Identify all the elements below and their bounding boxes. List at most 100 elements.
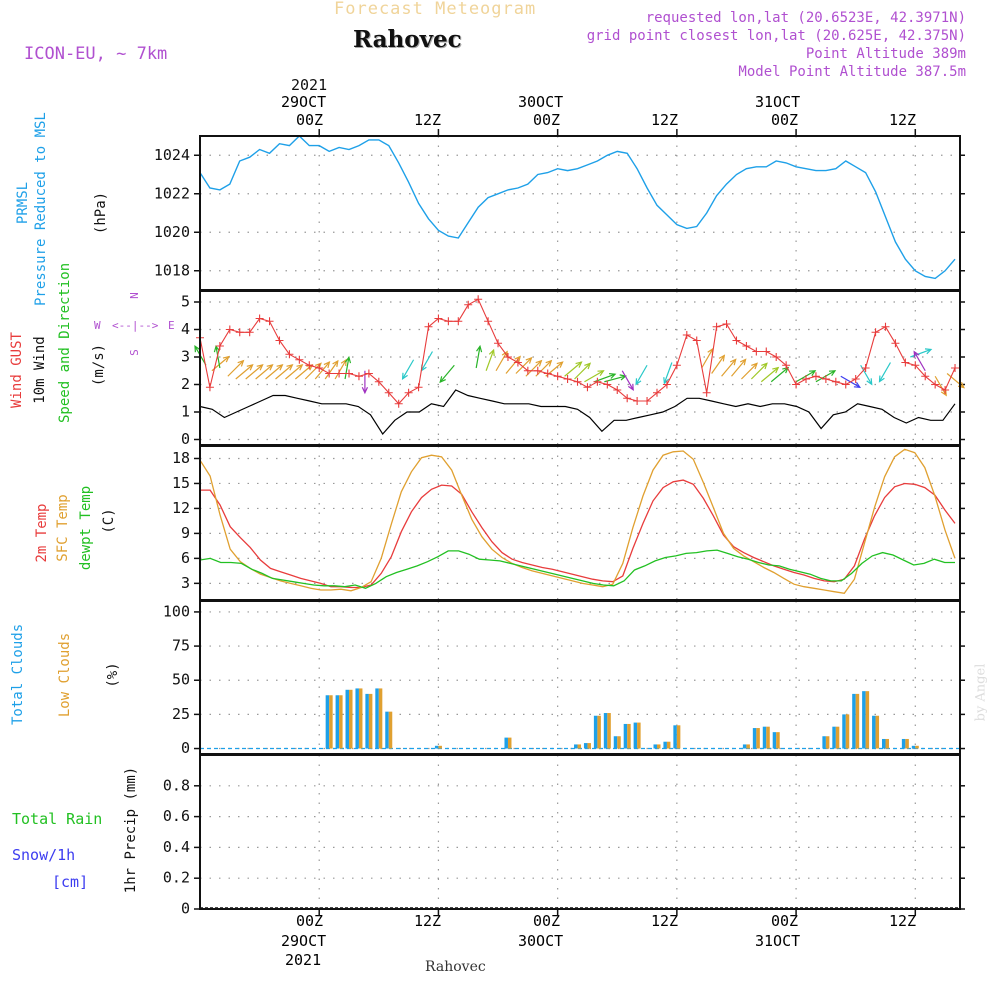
cloud-total-bar [842, 714, 846, 749]
wind-gust-point [394, 399, 403, 408]
cloud-total-bar [385, 711, 389, 749]
wind-gust-point [652, 388, 661, 397]
wind-arrow-head [878, 375, 885, 383]
cloud-low-bar [577, 744, 582, 749]
wind-arrow [275, 364, 293, 380]
cloud-total-bar [623, 723, 628, 749]
bottom-hour-00z: 00Z [296, 912, 324, 930]
wind-arrow-head [627, 383, 634, 392]
cloud-low-bar [637, 722, 641, 749]
wind-gust-point [404, 388, 413, 397]
y-tick-label: 2 [181, 375, 190, 393]
wind-gust-point [583, 383, 592, 392]
cloud-total-bar [772, 732, 777, 749]
cloud-low-bar [825, 736, 830, 749]
top-hour-12z: 12Z [889, 111, 917, 129]
wind-gust-point [543, 369, 552, 378]
cloud-low-bar [915, 745, 919, 749]
cloud-low-bar [368, 693, 373, 749]
wind-gust-point [692, 336, 701, 345]
wind-gust-point [464, 300, 473, 309]
wind-arrow-head [940, 389, 947, 397]
wind-gust-point [802, 375, 811, 383]
wind-arrow [701, 348, 714, 369]
y-tick-label: 75 [172, 637, 190, 655]
top-hour-12z: 12Z [651, 111, 679, 129]
wind-arrow-head [718, 354, 726, 362]
y-tick-label: 0.6 [163, 807, 190, 825]
wind-gust-point [921, 372, 930, 381]
wind-gust-point [523, 366, 532, 375]
panel-frame [199, 135, 961, 291]
wind-arrow-head [556, 361, 564, 368]
precip-rain-label: Total Rain [12, 810, 103, 828]
wind-arrow [711, 355, 725, 374]
cloud-total-bar [911, 745, 916, 749]
bottom-date-31oct: 31OCT [755, 932, 801, 950]
cloud-low-bar [776, 732, 780, 749]
wind-arrow [265, 364, 283, 380]
cloud-total-bar [881, 738, 886, 749]
wind-gust-point [722, 320, 731, 328]
cloud-total-bar [673, 725, 677, 749]
precip-snow-label: Snow/1h [12, 846, 76, 864]
wind-gust-point [762, 347, 771, 356]
cloud-low-bar [676, 725, 681, 749]
wind-gust-point [285, 350, 294, 359]
wind-gust-point [573, 377, 582, 386]
cloud-total-bar [822, 736, 826, 749]
wind-gust-point [265, 317, 274, 326]
wind-gust-line [199, 298, 956, 405]
cloud-total-bar [574, 744, 578, 749]
wind-arrow [344, 357, 350, 380]
wind-arrow [574, 363, 591, 380]
top-date-31oct: 31OCT [755, 93, 801, 111]
wind-gust-point [494, 339, 503, 348]
compass-e: E [168, 319, 175, 332]
wind-arrow-head [782, 366, 790, 374]
wind-arrow [245, 364, 263, 380]
wind-arrow-head [545, 359, 553, 367]
point-altitude: Point Altitude 389m [805, 46, 966, 62]
wind-gust-point [911, 361, 920, 370]
wind-arrow [227, 360, 244, 377]
wind-gust-point [881, 322, 890, 331]
wind-arrow [420, 351, 433, 371]
wind-gust-point [643, 397, 652, 405]
wind-arrow [475, 346, 481, 369]
cloud-total-bar [872, 715, 876, 749]
cloud-total-bar [504, 737, 508, 749]
footer-location: Rahovec [425, 959, 486, 975]
y-tick-label: 18 [172, 449, 190, 467]
wind-gust-point [672, 361, 681, 370]
wind-arrow [635, 364, 648, 385]
bottom-hour-12z: 12Z [414, 912, 442, 930]
y-tick-label: 1022 [154, 184, 190, 202]
wind-gust-point [474, 295, 483, 304]
wind-arrow [913, 351, 926, 372]
wind-gust-point [414, 383, 423, 392]
wind-arrow-head [361, 387, 369, 395]
model-altitude: Model Point Altitude 387.5m [738, 64, 966, 80]
y-tick-label: 12 [172, 499, 190, 517]
cloud-low-bar [885, 738, 889, 749]
wind-arrow-head [476, 344, 483, 353]
cloud-low-bar [388, 711, 393, 749]
y-tick-label: 0.2 [163, 869, 190, 887]
model-label: ICON-EU, ~ 7km [24, 44, 168, 64]
bottom-hour-00z: 00Z [771, 912, 799, 930]
cloud-low-bar [905, 738, 909, 749]
wind-arrow [663, 362, 673, 384]
bottom-hour-00z: 00Z [533, 912, 561, 930]
wind-arrow [235, 364, 254, 380]
cloud-low-bar [666, 741, 671, 749]
cloud-low-bar [507, 737, 512, 749]
wind-gust-point [633, 397, 642, 405]
wind-arrow-head [739, 358, 747, 366]
wind-gust-point [931, 380, 940, 389]
top-date-30oct: 30OCT [518, 93, 564, 111]
wind-gust-point [792, 380, 801, 389]
wind-gust-point [563, 375, 572, 383]
cloud-low-bar [766, 726, 770, 749]
wind-gust-point [782, 361, 791, 370]
